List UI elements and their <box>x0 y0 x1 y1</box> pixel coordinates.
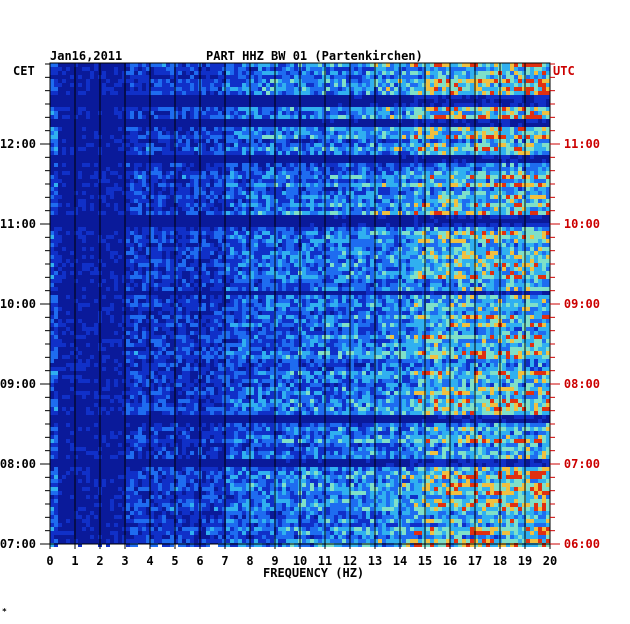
x-tick-label: 1 <box>71 554 78 568</box>
right-tick-label: 06:00 <box>564 537 600 551</box>
left-tick-label: 09:00 <box>0 377 36 391</box>
x-tick-label: 7 <box>221 554 228 568</box>
left-time-ticks: 12:00 11:00 10:00 09:00 08:00 07:00 <box>0 63 50 551</box>
x-tick-label: 3 <box>121 554 128 568</box>
x-tick-label: 19 <box>518 554 532 568</box>
left-tick-label: 10:00 <box>0 297 36 311</box>
x-tick-label: 16 <box>443 554 457 568</box>
right-tick-label: 07:00 <box>564 457 600 471</box>
right-axis-timezone-label: UTC <box>553 64 575 78</box>
x-tick-label: 0 <box>46 554 53 568</box>
left-tick-label: 08:00 <box>0 457 36 471</box>
x-tick-label: 11 <box>318 554 332 568</box>
footer-mark: * <box>2 607 7 616</box>
x-tick-label: 17 <box>468 554 482 568</box>
x-tick-label: 14 <box>393 554 407 568</box>
frequency-ticks: 0 1 2 3 4 5 6 7 8 9 10 11 12 13 14 15 16 17 18 19 20 <box>46 544 557 568</box>
frequency-gridlines <box>49 62 551 545</box>
x-tick-label: 13 <box>368 554 382 568</box>
right-tick-label: 08:00 <box>564 377 600 391</box>
x-axis-title: FREQUENCY (HZ) <box>263 566 365 580</box>
x-tick-label: 8 <box>246 554 253 568</box>
left-tick-label: 11:00 <box>0 217 36 231</box>
left-tick-label: 07:00 <box>0 537 36 551</box>
chart-title: PART HHZ BW 01 (Partenkirchen) <box>206 49 423 63</box>
x-tick-label: 6 <box>196 554 203 568</box>
chart-date: Jan16,2011 <box>50 49 123 63</box>
left-tick-label: 12:00 <box>0 137 36 151</box>
right-tick-label: 10:00 <box>564 217 600 231</box>
x-tick-label: 15 <box>418 554 432 568</box>
x-tick-label: 5 <box>171 554 178 568</box>
x-tick-label: 20 <box>543 554 557 568</box>
right-time-ticks: 11:00 10:00 09:00 08:00 07:00 06:00 <box>550 63 600 551</box>
right-tick-label: 11:00 <box>564 137 600 151</box>
x-tick-label: 9 <box>271 554 278 568</box>
left-axis-timezone-label: CET <box>13 64 35 78</box>
x-tick-label: 10 <box>293 554 307 568</box>
x-tick-label: 18 <box>493 554 507 568</box>
x-tick-label: 2 <box>96 554 103 568</box>
x-tick-label: 4 <box>146 554 153 568</box>
x-tick-label: 12 <box>343 554 357 568</box>
right-tick-label: 09:00 <box>564 297 600 311</box>
